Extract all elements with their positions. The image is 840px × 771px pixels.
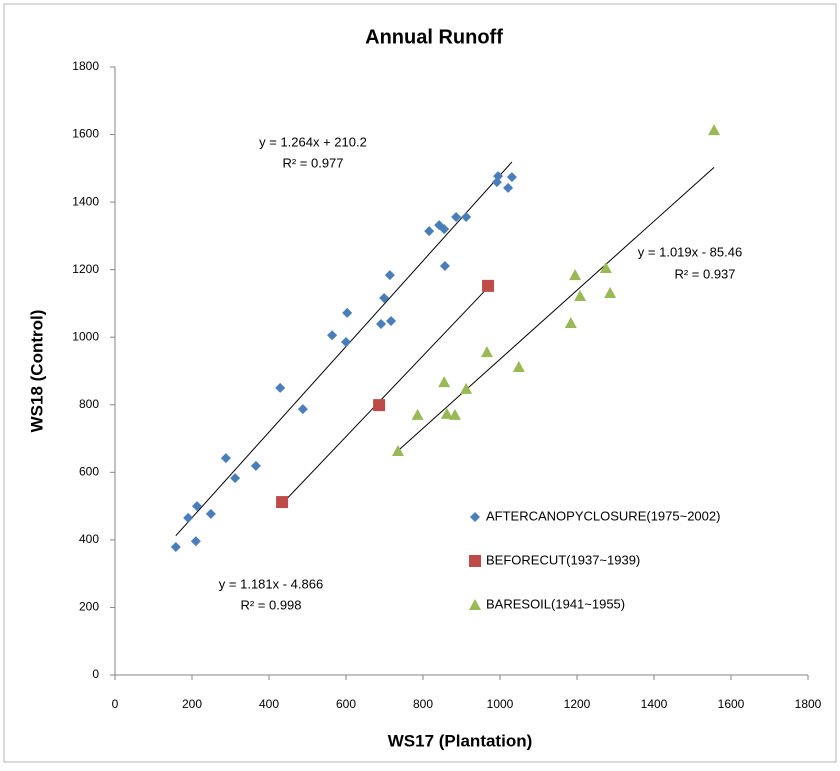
point — [448, 408, 461, 420]
point — [440, 407, 453, 419]
y-tick-label: 600 — [79, 465, 99, 479]
point — [411, 408, 424, 420]
point — [384, 270, 395, 281]
x-tick-label: 600 — [336, 697, 356, 711]
y-tick-label: 1400 — [72, 194, 99, 208]
point — [327, 330, 338, 341]
point — [460, 382, 473, 394]
point — [250, 460, 261, 471]
point — [183, 512, 194, 523]
y-tick-label: 800 — [79, 397, 99, 411]
point — [192, 501, 203, 512]
y-tick-label: 1600 — [72, 127, 99, 141]
x-tick-label: 1600 — [718, 697, 745, 711]
chart-border — [3, 3, 837, 763]
trendline — [175, 161, 513, 537]
x-tick-label: 1800 — [795, 697, 822, 711]
x-tick-label: 400 — [259, 697, 279, 711]
point — [564, 317, 577, 329]
y-tick-label: 1800 — [72, 59, 99, 73]
point — [170, 541, 181, 552]
x-axis-label: WS17 (Plantation) — [388, 731, 533, 750]
x-tick-label: 1200 — [564, 697, 591, 711]
x-tick-label: 1000 — [487, 697, 514, 711]
point — [379, 293, 390, 304]
legend-label: BARESOIL(1941~1955) — [486, 596, 625, 611]
trendline — [281, 287, 489, 505]
annotation: R² = 0.937 — [674, 266, 735, 281]
annotation: R² = 0.998 — [240, 597, 301, 612]
point — [275, 382, 286, 393]
point — [205, 508, 216, 519]
x-tick-label: 200 — [182, 697, 202, 711]
x-tick-label: 0 — [112, 697, 119, 711]
y-tick-label: 1200 — [72, 262, 99, 276]
x-tick-label: 1400 — [641, 697, 668, 711]
point — [439, 224, 450, 235]
point — [297, 404, 308, 415]
annotation: y = 1.264x + 210.2 — [259, 134, 367, 149]
point — [230, 473, 241, 484]
point — [604, 286, 617, 298]
point — [512, 360, 525, 372]
trendline — [397, 166, 715, 452]
legend-marker — [469, 555, 481, 567]
point — [386, 316, 397, 327]
point — [461, 211, 472, 222]
point — [574, 290, 587, 302]
point — [376, 319, 387, 330]
legend-marker — [470, 512, 480, 522]
legend-label: BEFORECUT(1937~1939) — [486, 552, 640, 567]
legend-marker — [469, 599, 481, 610]
point — [599, 261, 612, 273]
point — [493, 171, 504, 182]
legend-label: AFTERCANOPYCLOSURE(1975~2002) — [486, 508, 720, 523]
annotation: y = 1.019x - 85.46 — [638, 244, 742, 259]
annotation: R² = 0.977 — [282, 155, 343, 170]
point — [439, 260, 450, 271]
point — [506, 172, 517, 183]
point — [708, 124, 721, 136]
y-tick-label: 1000 — [72, 329, 99, 343]
point — [503, 182, 514, 193]
x-tick-label: 800 — [413, 697, 433, 711]
y-tick-label: 200 — [79, 600, 99, 614]
point — [391, 445, 404, 457]
point — [482, 279, 495, 292]
annotation: y = 1.181x - 4.866 — [219, 576, 323, 591]
point — [342, 307, 353, 318]
point — [220, 453, 231, 464]
point — [451, 211, 462, 222]
point — [190, 536, 201, 547]
point — [373, 399, 386, 412]
point — [424, 226, 435, 237]
y-axis-label: WS18 (Control) — [27, 310, 46, 433]
point — [341, 336, 351, 347]
point — [438, 376, 451, 388]
point — [276, 496, 289, 509]
chart-title: Annual Runoff — [365, 26, 503, 48]
y-tick-label: 0 — [92, 667, 99, 681]
point — [569, 269, 582, 281]
y-tick-label: 400 — [79, 532, 99, 546]
point — [480, 346, 493, 358]
